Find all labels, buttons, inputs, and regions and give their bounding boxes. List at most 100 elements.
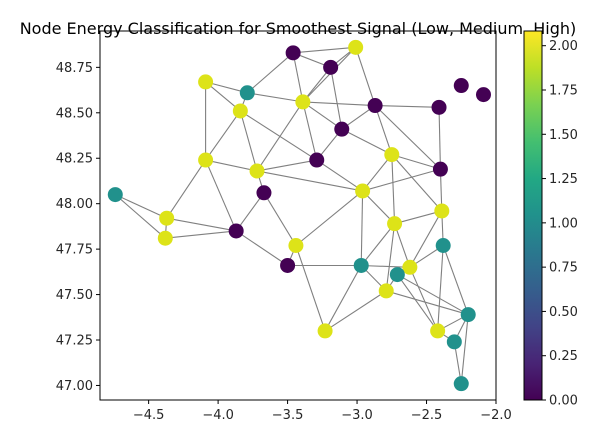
node-13 [198, 152, 214, 168]
edge-38 [256, 170, 363, 192]
y-tick-label-7: 48.75 [56, 61, 93, 76]
x-axis: −4.5 −4.0 −3.5 −3.0 −2.5 −2.0 [133, 400, 512, 423]
edge-15 [302, 101, 376, 107]
y-axis: 47.00 47.25 47.50 47.75 48.00 48.25 48.50 48.75 [56, 61, 100, 394]
node-24 [157, 230, 173, 246]
node-3 [198, 74, 214, 90]
edge-71 [386, 290, 469, 316]
node-28 [353, 257, 369, 273]
edge-35 [316, 159, 363, 192]
edge-14 [302, 101, 343, 130]
edge-12 [247, 92, 303, 103]
edge-53 [394, 223, 411, 268]
x-tick-label-4: −2.5 [411, 408, 443, 423]
edge-54 [360, 223, 395, 266]
edge-16 [302, 101, 318, 161]
edge-50 [409, 210, 443, 268]
node-33 [317, 323, 333, 339]
node-22 [387, 216, 403, 232]
node-19 [355, 183, 371, 199]
node-21 [159, 210, 175, 226]
node-16 [432, 161, 448, 177]
node-20 [434, 203, 450, 219]
colorbar-tick-label-1: 0.25 [549, 349, 578, 364]
node-25 [288, 237, 304, 253]
edge-25 [438, 107, 441, 170]
chart-title: Node Energy Classification for Smoothest… [20, 19, 577, 38]
edge-67 [409, 267, 439, 332]
node-18 [256, 185, 272, 201]
edge-40 [362, 168, 441, 192]
edge-34 [205, 159, 237, 232]
edge-21 [374, 105, 441, 170]
edge-2 [246, 52, 294, 94]
node-6 [367, 98, 383, 114]
edge-74 [460, 314, 469, 384]
node-5 [295, 94, 311, 110]
edge-69 [396, 274, 439, 332]
edge-47 [360, 190, 364, 266]
edge-42 [114, 194, 166, 239]
node-17 [107, 187, 123, 203]
colorbar [523, 30, 543, 401]
node-0 [285, 45, 301, 61]
edge-29 [362, 154, 393, 192]
edge-30 [391, 154, 443, 212]
y-tick-label-2: 47.50 [56, 288, 93, 303]
y-tick-label-0: 47.00 [56, 379, 93, 394]
y-tick-label-4: 48.00 [56, 197, 93, 212]
edge-6 [355, 47, 376, 106]
node-35 [446, 334, 462, 350]
node-1 [348, 39, 364, 55]
edge-33 [166, 159, 207, 219]
edge-59 [295, 245, 326, 332]
colorbar-tick-label-4: 1.00 [549, 216, 578, 231]
y-tick-label-5: 48.25 [56, 152, 93, 167]
x-tick-label-0: −4.5 [133, 408, 165, 423]
colorbar-tick-label-5: 1.25 [549, 172, 578, 187]
y-tick-label-1: 47.25 [56, 334, 93, 349]
edge-26 [341, 128, 393, 156]
node-9 [453, 78, 469, 94]
node-27 [280, 257, 296, 273]
edge-63 [361, 264, 410, 268]
colorbar-tick-label-8: 2.00 [549, 39, 578, 54]
colorbar-tick-label-7: 1.75 [549, 83, 578, 98]
node-30 [389, 267, 405, 283]
node-36 [453, 376, 469, 392]
x-tick-label-1: −4.0 [202, 408, 234, 423]
edge-52 [166, 217, 237, 232]
edge-70 [324, 290, 387, 332]
node-31 [378, 283, 394, 299]
node-15 [249, 163, 265, 179]
edge-48 [394, 210, 442, 225]
x-tick-label-5: −2.0 [480, 408, 512, 423]
edge-43 [235, 192, 265, 232]
edge-57 [165, 230, 237, 239]
edge-76 [437, 245, 444, 331]
node-10 [475, 87, 491, 103]
node-8 [431, 99, 447, 115]
node-23 [228, 223, 244, 239]
edge-19 [374, 105, 393, 155]
node-2 [323, 59, 339, 75]
edge-44 [263, 192, 297, 246]
node-14 [309, 152, 325, 168]
colorbar-tick-label-0: 0.00 [549, 394, 578, 409]
node-11 [334, 121, 350, 137]
edge-8 [330, 67, 343, 130]
edge-23 [240, 110, 318, 161]
edge-31 [391, 154, 396, 224]
x-tick-label-3: −3.0 [341, 408, 373, 423]
plot-frame [99, 30, 497, 401]
edge-55 [385, 223, 396, 292]
y-tick-label-3: 47.75 [56, 243, 93, 258]
edge-0 [293, 46, 356, 54]
edge-10 [205, 81, 241, 112]
y-tick-label-6: 48.50 [56, 106, 93, 121]
colorbar-axis: 0.00 0.25 0.50 0.75 1.00 1.25 1.50 1.75 2.00 [542, 39, 578, 409]
colorbar-tick-label-3: 0.75 [549, 261, 578, 276]
x-tick-label-2: −3.5 [272, 408, 304, 423]
edge-22 [239, 110, 258, 172]
